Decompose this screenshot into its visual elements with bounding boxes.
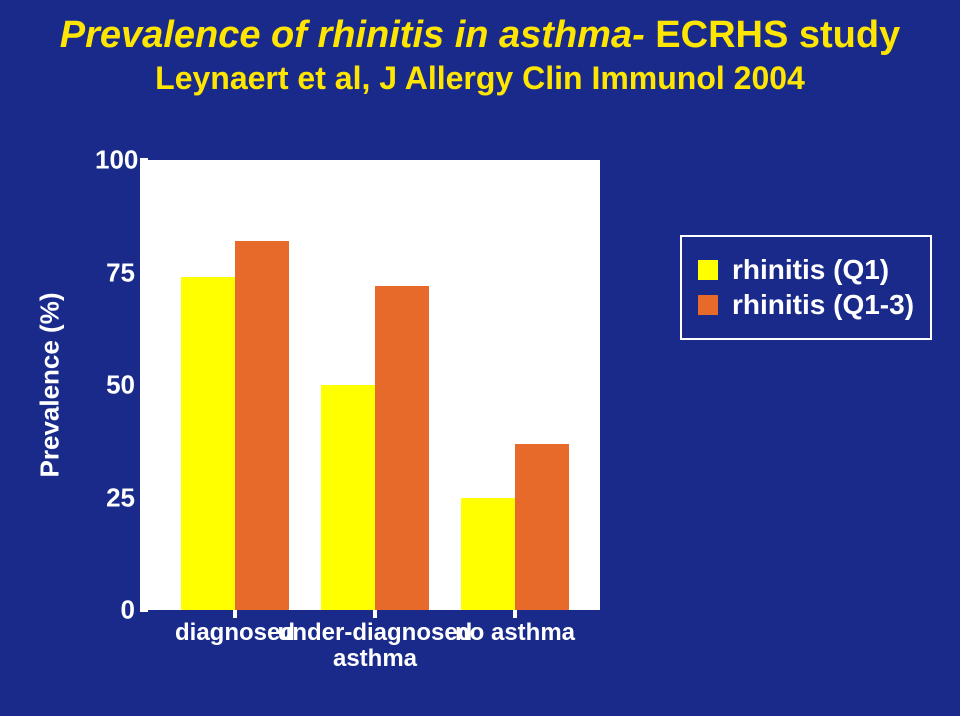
title-prefix: Prevalence of rhinitis in asthma-	[60, 14, 656, 56]
chart-area: Prevalence (%) 100 75 50 25 0 diagnosed …	[60, 160, 620, 650]
bar-diagnosed-s1	[235, 241, 289, 610]
xtick-mark	[513, 610, 517, 618]
legend-swatch-1	[698, 295, 718, 315]
bar-under-diagnosed-asthma-s0	[321, 385, 375, 610]
xlabel-1: under-diagnosed asthma	[278, 620, 473, 673]
slide-root: Prevalence of rhinitis in asthma- ECRHS …	[0, 0, 960, 716]
title-subtitle: Leynaert et al, J Allergy Clin Immunol 2…	[0, 58, 960, 98]
legend-row-0: rhinitis (Q1)	[698, 254, 914, 286]
xlabel-2: no asthma	[455, 620, 575, 646]
ytick-25: 25	[95, 482, 135, 513]
bar-diagnosed-s0	[181, 277, 235, 610]
ytick-100: 100	[95, 145, 135, 176]
legend-label-1: rhinitis (Q1-3)	[732, 289, 914, 321]
legend-label-0: rhinitis (Q1)	[732, 254, 889, 286]
bar-under-diagnosed-asthma-s1	[375, 286, 429, 610]
title-block: Prevalence of rhinitis in asthma- ECRHS …	[0, 14, 960, 98]
ytick-75: 75	[95, 257, 135, 288]
legend-row-1: rhinitis (Q1-3)	[698, 289, 914, 321]
xtick-mark	[233, 610, 237, 618]
xlabel-2-l1: no asthma	[455, 619, 575, 646]
ytick-50: 50	[95, 370, 135, 401]
y-axis-label: Prevalence (%)	[35, 293, 66, 478]
legend-swatch-0	[698, 260, 718, 280]
title-suffix: ECRHS study	[655, 14, 900, 56]
xlabel-1-l1: under-diagnosed	[278, 619, 473, 646]
plot-area	[140, 160, 600, 610]
xlabel-1-l2: asthma	[333, 645, 417, 672]
x-axis-labels: diagnosed under-diagnosed asthma no asth…	[140, 620, 600, 690]
title-main: Prevalence of rhinitis in asthma- ECRHS …	[0, 14, 960, 58]
bar-no-asthma-s0	[461, 498, 515, 611]
legend-box: rhinitis (Q1) rhinitis (Q1-3)	[680, 235, 932, 340]
bar-no-asthma-s1	[515, 444, 569, 611]
xtick-mark	[373, 610, 377, 618]
ytick-0: 0	[95, 595, 135, 626]
